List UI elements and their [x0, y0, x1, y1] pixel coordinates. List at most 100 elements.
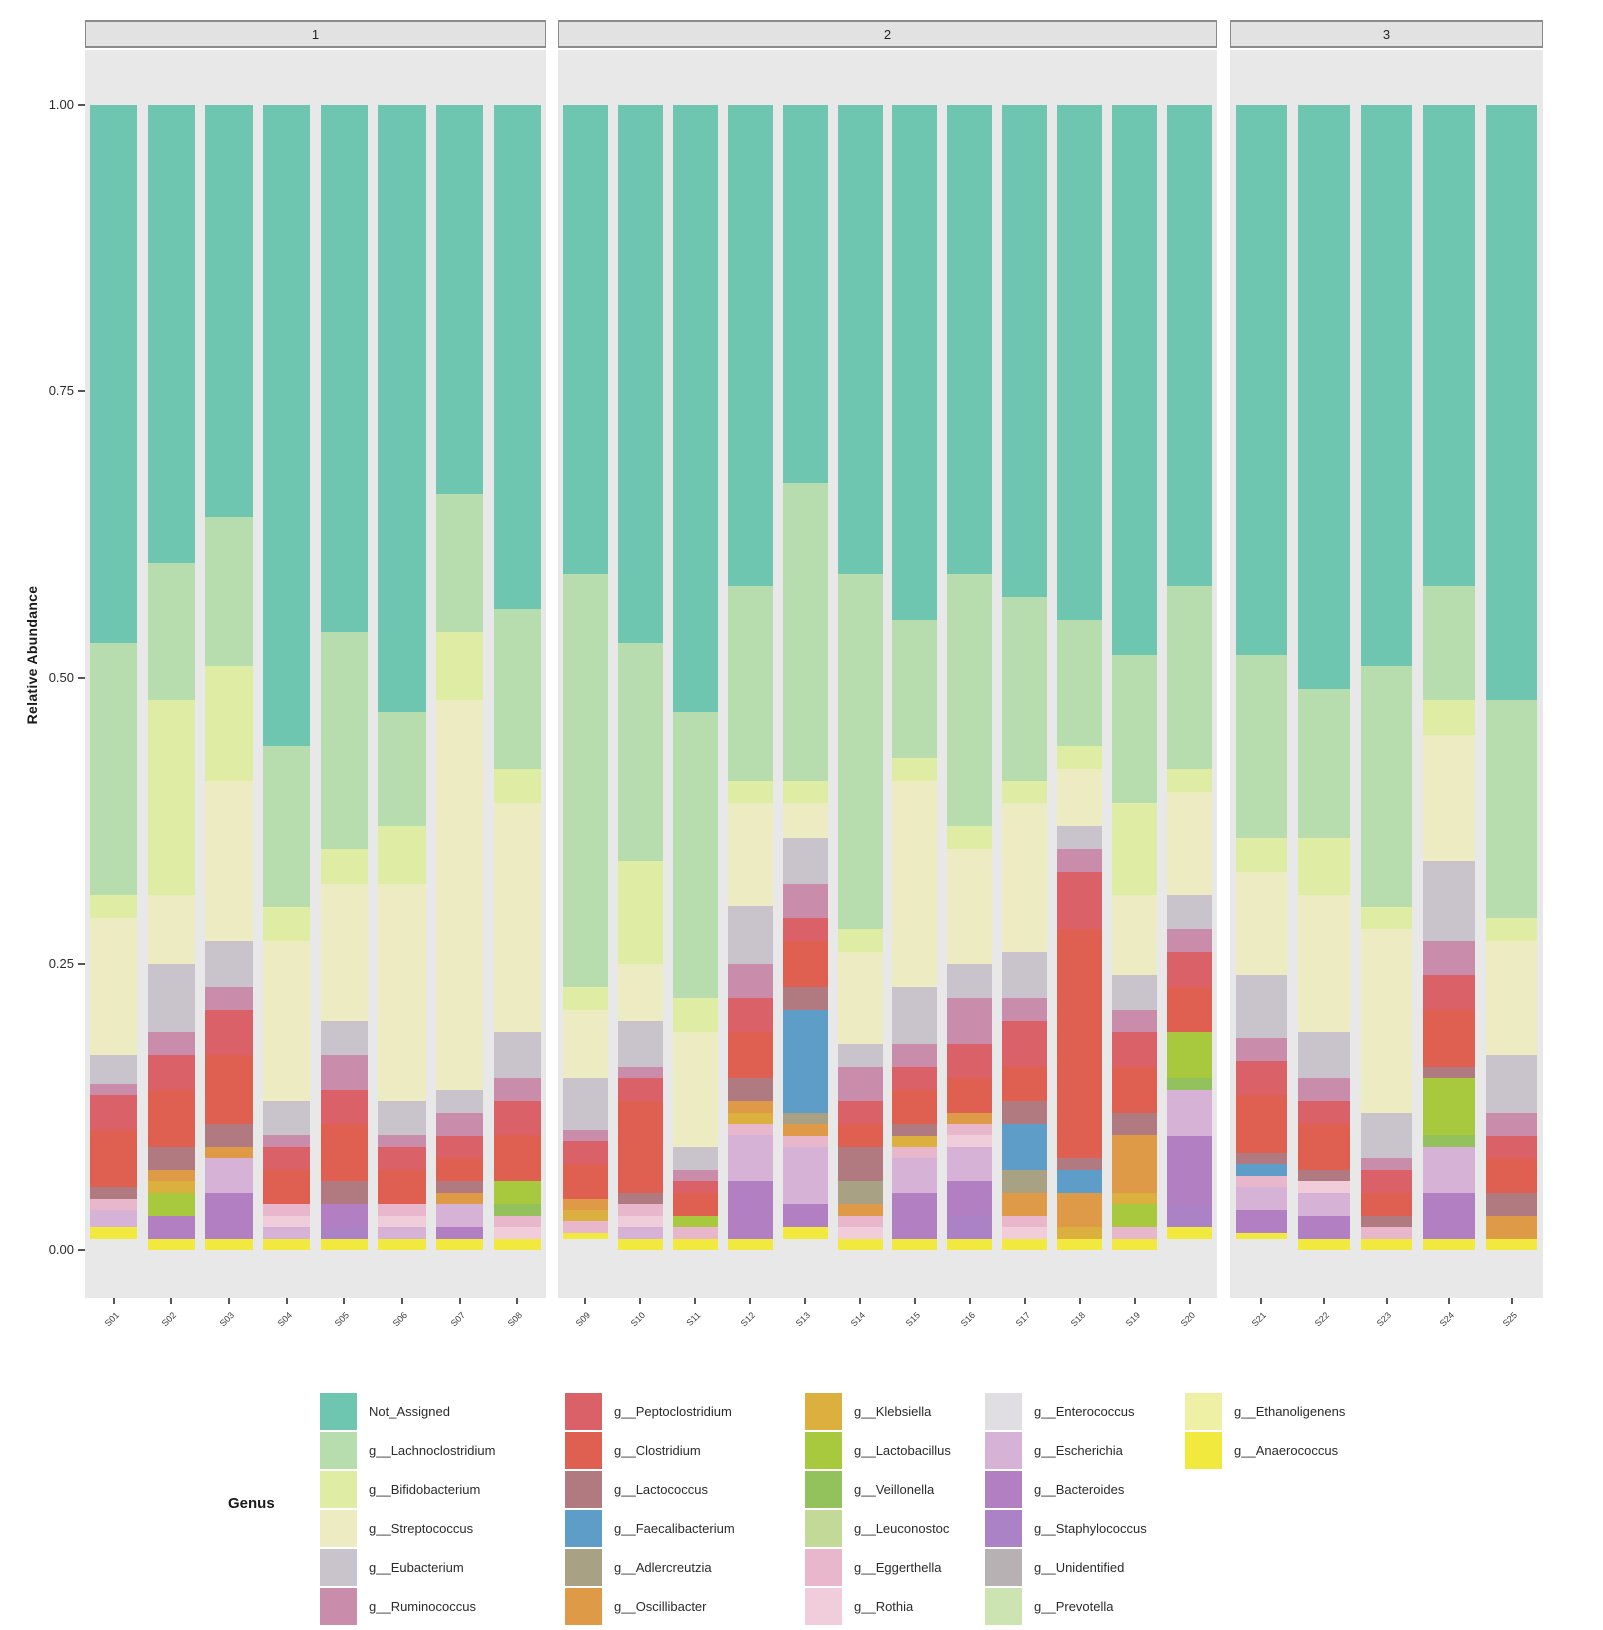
- bar-segment: [1423, 975, 1475, 1010]
- bar-segment: [263, 105, 311, 747]
- bar-segment: [1167, 1032, 1213, 1079]
- y-tick-label: 1.00: [48, 97, 74, 112]
- x-tick-label-text: S06: [390, 1310, 410, 1329]
- legend-title: Genus: [228, 1495, 275, 1512]
- legend-label: g__Klebsiella: [854, 1404, 932, 1419]
- bar-segment: [435, 1238, 484, 1251]
- bar-segment: [1002, 1169, 1048, 1193]
- bar-segment: [947, 1181, 993, 1216]
- bar-segment: [263, 1227, 311, 1239]
- bar-segment: [1423, 700, 1475, 735]
- facet-panel: [558, 50, 1217, 1298]
- legend-label: g__Veillonella: [854, 1482, 935, 1497]
- bar-segment: [617, 1020, 663, 1067]
- bar-segment: [562, 1009, 608, 1079]
- bar-segment: [378, 826, 426, 884]
- x-tick-label-text: S14: [848, 1310, 868, 1329]
- stacked-bar: [1298, 105, 1350, 1250]
- legend-item: g__Staphylococcus: [985, 1509, 1147, 1548]
- legend-swatch: [565, 1471, 602, 1508]
- x-tick-label-text: S10: [629, 1310, 648, 1329]
- bar-segment: [727, 1078, 773, 1102]
- x-tick-label-text: S02: [160, 1310, 179, 1329]
- bar-segment: [727, 780, 773, 804]
- x-tick-mark: [694, 1298, 697, 1304]
- legend-item: g__Peptoclostridium: [565, 1392, 735, 1431]
- x-tick-mark: [1188, 1298, 1191, 1304]
- stacked-bar: [435, 105, 484, 1251]
- legend-item: g__Bacteroides: [985, 1470, 1147, 1509]
- legend-label: g__Bacteroides: [1034, 1482, 1125, 1497]
- legend-swatch: [985, 1549, 1022, 1586]
- bar-segment: [782, 837, 828, 884]
- bar-segment: [727, 998, 773, 1033]
- bar-segment: [727, 1124, 773, 1136]
- bar-segment: [435, 631, 484, 701]
- bar-segment: [1167, 1227, 1213, 1239]
- bar-segment: [1057, 826, 1103, 850]
- bar-segment: [1002, 1124, 1048, 1170]
- bar-segment: [1235, 1209, 1287, 1233]
- bar-segment: [1167, 929, 1213, 953]
- bar-segment: [1112, 803, 1158, 896]
- y-tick-mark: [78, 104, 85, 106]
- bar-segment: [1486, 1055, 1538, 1113]
- bar-segment: [892, 1043, 938, 1067]
- bar-segment: [617, 643, 663, 861]
- bar-segment: [562, 574, 608, 987]
- bar-segment: [435, 1192, 484, 1205]
- bar-segment: [947, 1078, 993, 1113]
- legend-column: g__Ethanoligenens g__Anaerococcus: [1185, 1392, 1345, 1470]
- x-tick-label-text: S23: [1375, 1310, 1394, 1329]
- x-tick-mark: [968, 1298, 971, 1304]
- stacked-bar: [263, 105, 311, 1250]
- bar-segment: [1486, 700, 1538, 918]
- facet-strip-label: 3: [1382, 26, 1391, 42]
- y-tick-label: 0.50: [48, 669, 74, 685]
- bar-segment: [435, 1089, 484, 1113]
- bar-segment: [147, 1055, 196, 1090]
- bar-segment: [1298, 1124, 1350, 1170]
- bar-segment: [493, 105, 541, 609]
- bar-segment: [90, 1227, 138, 1239]
- bar-segment: [1057, 849, 1103, 873]
- bar-segment: [947, 1215, 993, 1239]
- bar-segment: [727, 1032, 773, 1079]
- bar-segment: [947, 1146, 993, 1182]
- bar-segment: [435, 1181, 484, 1193]
- bar-segment: [1112, 1238, 1158, 1250]
- legend-item: g__Escherichia: [985, 1431, 1147, 1470]
- bar-segment: [1057, 1169, 1103, 1193]
- bar-segment: [378, 711, 426, 827]
- x-tick-mark: [458, 1298, 461, 1304]
- x-tick-mark: [1133, 1298, 1136, 1304]
- bar-segment: [672, 711, 718, 999]
- x-tick-label-text: S05: [332, 1310, 352, 1329]
- bar-segment: [1002, 1227, 1048, 1239]
- bar-segment: [378, 883, 426, 1102]
- bar-segment: [205, 666, 253, 781]
- bar-segment: [90, 895, 138, 918]
- bar-segment: [837, 1043, 883, 1067]
- bar-segment: [782, 1124, 828, 1136]
- stacked-bar: [1360, 105, 1413, 1251]
- bar-segment: [837, 1181, 883, 1205]
- facet-panel: [1230, 50, 1543, 1298]
- legend-swatch: [565, 1588, 602, 1625]
- x-tick-mark: [400, 1298, 403, 1304]
- bar-segment: [837, 1124, 883, 1147]
- legend-item: g__Ruminococcus: [320, 1587, 495, 1626]
- bar-segment: [1235, 1187, 1287, 1210]
- bar-segment: [1235, 1038, 1287, 1062]
- bar-segment: [205, 517, 253, 667]
- bar-segment: [1235, 975, 1287, 1039]
- bar-segment: [320, 1181, 368, 1205]
- bar-segment: [1423, 1135, 1475, 1147]
- x-tick-mark: [639, 1298, 642, 1304]
- bar-segment: [1167, 1078, 1213, 1090]
- x-tick-mark: [1023, 1298, 1026, 1304]
- bar-segment: [782, 105, 828, 483]
- bar-segment: [1167, 792, 1213, 896]
- x-tick-label-text: S17: [1013, 1310, 1032, 1329]
- bar-segment: [837, 105, 883, 575]
